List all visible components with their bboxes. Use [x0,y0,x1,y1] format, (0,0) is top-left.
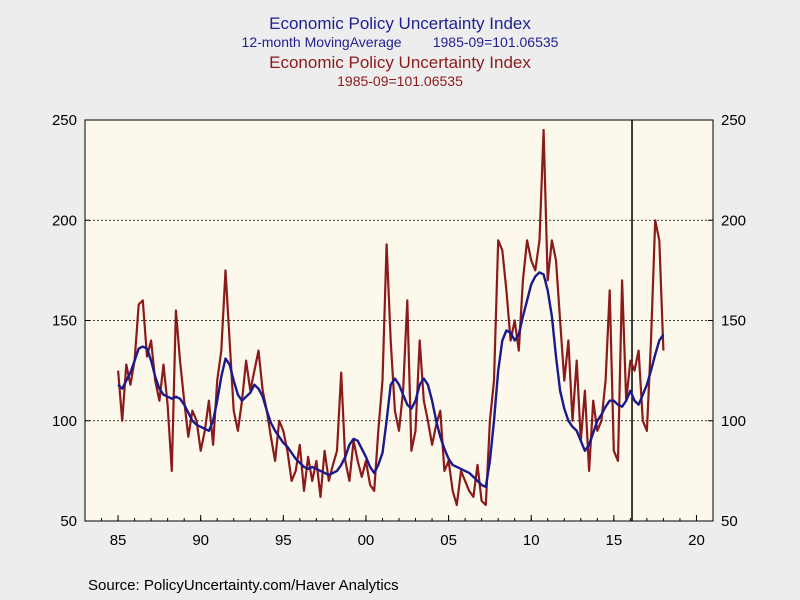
source-note: Source: PolicyUncertainty.com/Haver Anal… [88,577,399,594]
y-tick-label-left: 50 [60,513,77,530]
x-tick-label: 10 [523,532,540,549]
series2-title: Economic Policy Uncertainty Index [269,53,531,72]
series1-subtitle: 12-month MovingAverage 1985-09=101.06535 [0,34,800,51]
x-tick-label: 05 [440,532,457,549]
y-tick-label-right: 100 [721,413,746,430]
chart-titles: Economic Policy Uncertainty Index 12-mon… [0,14,800,90]
series-index-line [117,128,665,507]
x-tick-label: 90 [192,532,209,549]
y-tick-label-left: 100 [52,413,77,430]
x-tick-label: 85 [110,532,127,549]
x-tick-label: 95 [275,532,292,549]
y-tick-label-left: 200 [52,212,77,229]
y-tick-label-left: 150 [52,313,77,330]
x-tick-label: 15 [605,532,622,549]
series-moving-average-line [117,271,665,489]
series1-title: Economic Policy Uncertainty Index [269,14,531,33]
y-tick-label-right: 200 [721,212,746,229]
y-tick-label-left: 250 [52,112,77,129]
y-tick-label-right: 150 [721,313,746,330]
y-tick-label-right: 50 [721,513,738,530]
x-tick-label: 00 [358,532,375,549]
x-tick-label: 20 [688,532,705,549]
y-tick-label-right: 250 [721,112,746,129]
series1-sub-right: 1985-09=101.06535 [432,34,559,50]
series2-subtitle: 1985-09=101.06535 [337,73,463,89]
series1-sub-left: 12-month MovingAverage [241,34,402,50]
